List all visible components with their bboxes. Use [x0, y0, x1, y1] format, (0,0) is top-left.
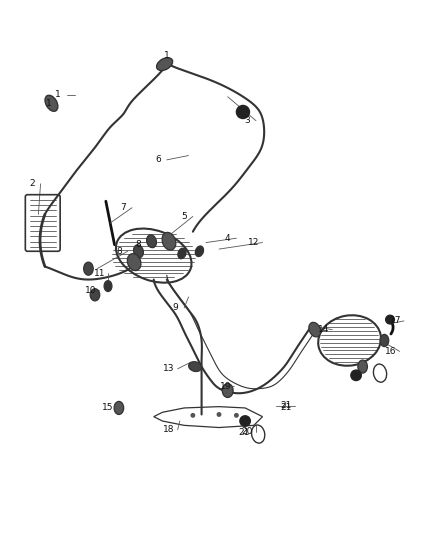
Text: 8: 8 — [136, 240, 141, 249]
Ellipse shape — [358, 360, 367, 373]
Text: 1: 1 — [164, 51, 170, 60]
Text: 1: 1 — [55, 90, 61, 99]
Ellipse shape — [309, 322, 321, 337]
Circle shape — [235, 414, 238, 417]
Text: 8: 8 — [116, 247, 122, 256]
Ellipse shape — [134, 245, 143, 257]
Text: 6: 6 — [155, 156, 161, 164]
Text: 18: 18 — [163, 425, 175, 434]
Text: 19: 19 — [220, 382, 231, 391]
Text: 3: 3 — [244, 116, 250, 125]
Text: 20: 20 — [242, 427, 253, 437]
Text: 1: 1 — [46, 99, 52, 108]
Ellipse shape — [156, 58, 173, 70]
Ellipse shape — [178, 248, 186, 259]
Text: 7: 7 — [120, 203, 126, 212]
Circle shape — [386, 315, 394, 324]
Ellipse shape — [222, 384, 233, 398]
Text: 4: 4 — [225, 233, 230, 243]
Text: 21: 21 — [281, 401, 292, 410]
Ellipse shape — [189, 362, 201, 372]
Circle shape — [351, 370, 361, 381]
Circle shape — [240, 416, 251, 426]
Ellipse shape — [380, 334, 389, 346]
Text: 21: 21 — [281, 403, 292, 413]
Text: 16: 16 — [385, 347, 397, 356]
Text: 14: 14 — [318, 325, 329, 334]
Text: 10: 10 — [85, 286, 96, 295]
Text: 13: 13 — [163, 364, 175, 373]
Ellipse shape — [114, 401, 124, 415]
Ellipse shape — [195, 246, 204, 256]
Text: 12: 12 — [248, 238, 259, 247]
Ellipse shape — [45, 95, 58, 111]
Ellipse shape — [90, 289, 100, 301]
Ellipse shape — [104, 281, 112, 292]
Ellipse shape — [127, 254, 141, 271]
Circle shape — [237, 106, 250, 118]
Text: 17: 17 — [389, 317, 401, 326]
Ellipse shape — [147, 235, 156, 248]
Circle shape — [191, 414, 194, 417]
Text: 2: 2 — [29, 179, 35, 188]
Text: 15: 15 — [102, 403, 114, 413]
Ellipse shape — [162, 232, 176, 250]
Text: 21: 21 — [239, 428, 250, 437]
Circle shape — [217, 413, 221, 416]
Ellipse shape — [84, 262, 93, 275]
Text: 5: 5 — [181, 212, 187, 221]
Text: 9: 9 — [173, 303, 178, 312]
Text: 11: 11 — [94, 269, 105, 278]
